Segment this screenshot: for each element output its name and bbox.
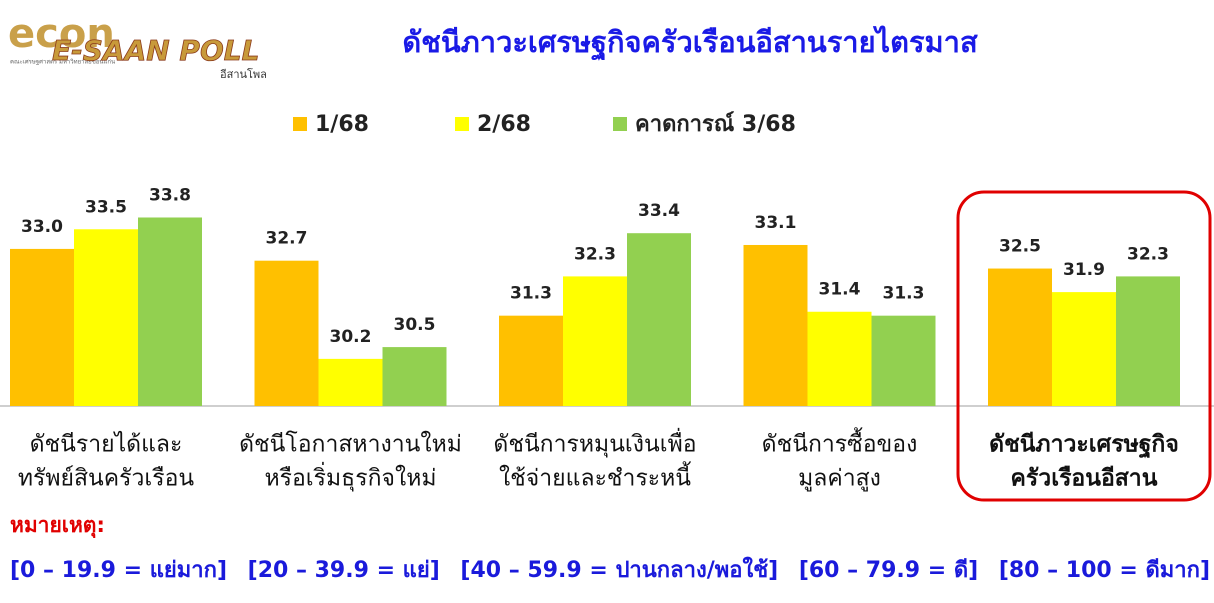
value-label: 30.2 bbox=[330, 327, 372, 347]
legend-swatch bbox=[293, 117, 307, 131]
value-label: 30.5 bbox=[394, 315, 436, 335]
note-item: [0 – 19.9 = แย่มาก] bbox=[10, 558, 228, 583]
bar bbox=[318, 358, 383, 406]
x-tick-label: หรือเริ่มธุรกิจใหม่ bbox=[264, 462, 436, 492]
bar bbox=[563, 276, 627, 406]
highlight-box bbox=[956, 190, 1212, 502]
x-tick-label: ดัชนีภาวะเศรษฐกิจ bbox=[989, 432, 1179, 459]
x-tick-label: ดัชนีการซื้อของ bbox=[762, 428, 918, 458]
note-item: [60 – 79.9 = ดี] bbox=[798, 558, 979, 583]
x-tick-label: มูลค่าสูง bbox=[798, 466, 881, 492]
bar bbox=[10, 248, 74, 406]
logo-brand: econ bbox=[8, 11, 115, 57]
bar bbox=[1116, 276, 1180, 406]
value-label: 33.5 bbox=[85, 197, 127, 217]
bar bbox=[627, 233, 691, 406]
bar bbox=[138, 217, 202, 406]
bar bbox=[743, 244, 808, 406]
logo-poll: E-SAAN POLL bbox=[52, 34, 259, 67]
x-tick-label: ดัชนีโอกาสหางานใหม่ bbox=[239, 431, 462, 458]
bar bbox=[1052, 292, 1116, 406]
logo-poll-thai: อีสานโพล bbox=[220, 67, 267, 81]
value-label: 33.4 bbox=[638, 201, 680, 221]
x-tick-label: ครัวเรือนอีสาน bbox=[1011, 466, 1158, 492]
x-tick-label: ดัชนีรายได้และ bbox=[30, 431, 183, 458]
notes-title: หมายเหตุ: bbox=[10, 513, 105, 539]
value-label: 33.1 bbox=[755, 213, 797, 233]
bar bbox=[807, 311, 872, 406]
bar bbox=[74, 229, 138, 406]
x-tick-label: ทรัพย์สินครัวเรือน bbox=[18, 465, 195, 492]
legend-swatch bbox=[613, 117, 627, 131]
value-label: 32.3 bbox=[1127, 244, 1169, 264]
bar bbox=[871, 315, 936, 406]
value-label: 32.7 bbox=[266, 229, 308, 249]
value-label: 33.8 bbox=[149, 185, 191, 205]
legend-label: คาดการณ์ 3/68 bbox=[635, 111, 796, 137]
value-label: 31.3 bbox=[883, 284, 925, 304]
x-tick-label: ดัชนีการหมุนเงินเพื่อ bbox=[493, 428, 696, 458]
chart: econ คณะเศรษฐศาสตร์ มหาวิทยาลัยขอนแก่น E… bbox=[0, 11, 1214, 539]
bar bbox=[499, 315, 563, 406]
bar bbox=[382, 347, 447, 406]
notes: [0 – 19.9 = แย่มาก] [20 – 39.9 = แย่] [40 … bbox=[10, 552, 1210, 587]
value-label: 31.9 bbox=[1063, 260, 1105, 280]
logo-subtitle: คณะเศรษฐศาสตร์ มหาวิทยาลัยขอนแก่น bbox=[10, 58, 115, 66]
note-item: [20 – 39.9 = แย่] bbox=[247, 558, 440, 583]
bar bbox=[254, 260, 319, 406]
value-label: 31.3 bbox=[510, 284, 552, 304]
bar bbox=[988, 268, 1052, 406]
value-label: 33.0 bbox=[21, 217, 63, 237]
legend-swatch bbox=[455, 117, 469, 131]
value-label: 32.3 bbox=[574, 244, 616, 264]
note-item: [80 – 100 = ดีมาก] bbox=[998, 558, 1210, 583]
chart-title: ดัชนีภาวะเศรษฐกิจครัวเรือนอีสานรายไตรมาส bbox=[402, 25, 978, 61]
x-tick-label: ใช้จ่ายและชำระหนี้ bbox=[499, 462, 691, 492]
value-label: 32.5 bbox=[999, 237, 1041, 257]
note-item: [40 – 59.9 = ปานกลาง/พอใช้] bbox=[460, 558, 779, 583]
legend-label: 1/68 bbox=[315, 112, 369, 137]
legend-label: 2/68 bbox=[477, 112, 531, 137]
value-label: 31.4 bbox=[819, 280, 861, 300]
